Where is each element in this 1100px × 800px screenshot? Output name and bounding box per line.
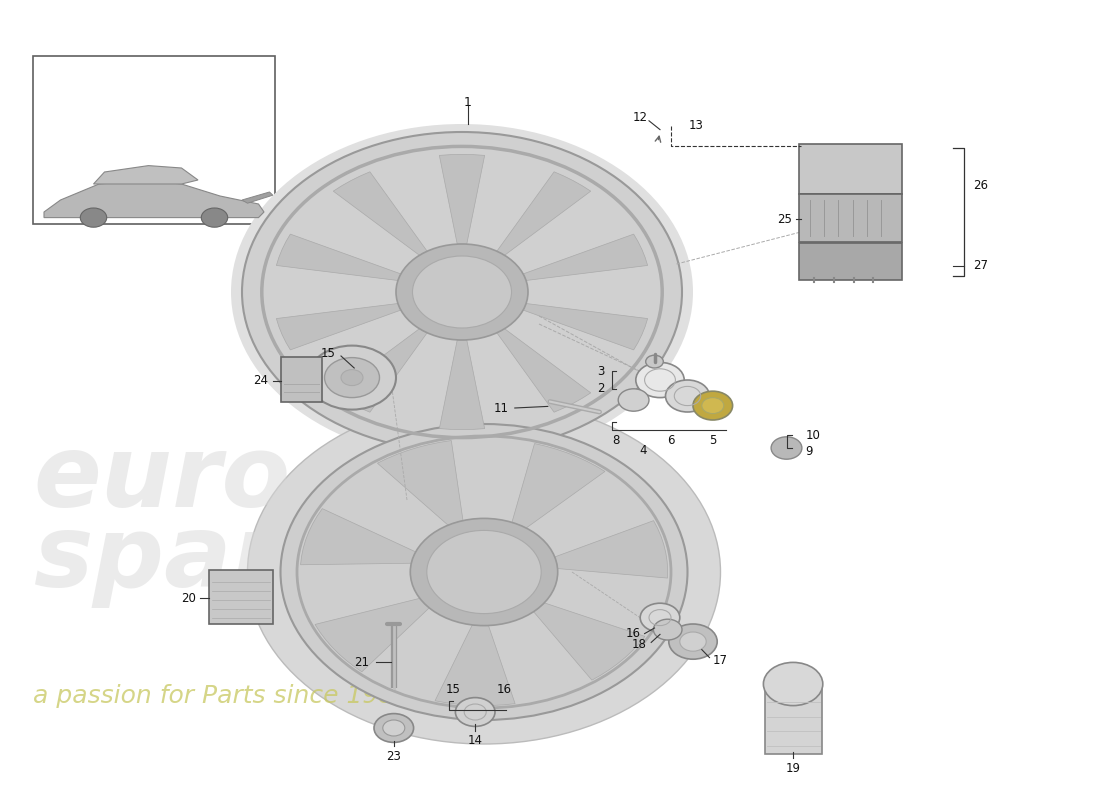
Text: 26: 26 [974, 179, 989, 192]
Polygon shape [524, 234, 648, 281]
Text: 4: 4 [640, 444, 647, 457]
Circle shape [653, 619, 682, 640]
Text: 5: 5 [710, 434, 716, 446]
Polygon shape [44, 180, 264, 218]
Text: euro: euro [33, 431, 290, 529]
Text: 15: 15 [446, 683, 461, 696]
Text: 25: 25 [777, 213, 792, 226]
Circle shape [636, 362, 684, 398]
Text: 23: 23 [386, 750, 402, 762]
Text: 8: 8 [613, 434, 619, 446]
Circle shape [412, 256, 512, 328]
Polygon shape [439, 154, 485, 244]
Polygon shape [434, 625, 515, 706]
Circle shape [383, 720, 405, 736]
Circle shape [324, 358, 380, 398]
Polygon shape [534, 603, 645, 680]
Text: 15: 15 [320, 347, 336, 360]
Text: 20: 20 [180, 592, 196, 605]
Text: 17: 17 [713, 654, 728, 666]
Circle shape [427, 530, 541, 614]
Text: 14: 14 [468, 734, 483, 747]
Polygon shape [377, 441, 463, 525]
Text: 27: 27 [974, 259, 989, 272]
Polygon shape [276, 303, 400, 350]
Text: 6: 6 [668, 434, 674, 446]
Circle shape [201, 208, 228, 227]
Text: 21: 21 [354, 656, 370, 669]
Bar [764, 686, 822, 754]
Text: 16: 16 [625, 627, 640, 640]
Bar [209, 570, 273, 624]
Polygon shape [333, 172, 427, 255]
Circle shape [410, 518, 558, 626]
Circle shape [693, 391, 733, 420]
Polygon shape [554, 521, 668, 578]
Polygon shape [524, 303, 648, 350]
Circle shape [308, 346, 396, 410]
Polygon shape [333, 329, 427, 412]
Polygon shape [276, 234, 400, 281]
Circle shape [763, 662, 823, 706]
Text: 19: 19 [785, 762, 801, 774]
Polygon shape [497, 329, 591, 412]
FancyBboxPatch shape [799, 144, 902, 194]
Text: 1: 1 [463, 96, 472, 109]
Circle shape [618, 389, 649, 411]
Circle shape [646, 355, 663, 368]
Polygon shape [512, 443, 605, 528]
Text: 2: 2 [597, 382, 605, 395]
Text: 9: 9 [805, 445, 813, 458]
Circle shape [455, 698, 495, 726]
Circle shape [396, 244, 528, 340]
Text: 16: 16 [496, 683, 512, 696]
Text: a passion for Parts since 1985: a passion for Parts since 1985 [33, 684, 410, 708]
Circle shape [341, 370, 363, 386]
Text: 13: 13 [689, 119, 704, 132]
Text: 3: 3 [597, 365, 605, 378]
Polygon shape [315, 598, 429, 672]
Text: 12: 12 [632, 111, 648, 124]
FancyBboxPatch shape [799, 194, 902, 242]
Bar [33, 56, 275, 224]
Circle shape [680, 632, 706, 651]
Circle shape [280, 424, 688, 720]
Circle shape [242, 132, 682, 452]
Polygon shape [439, 340, 485, 430]
Polygon shape [94, 166, 198, 184]
Circle shape [231, 124, 693, 460]
Circle shape [669, 624, 717, 659]
Text: 18: 18 [631, 638, 647, 650]
Polygon shape [497, 172, 591, 255]
Circle shape [702, 398, 724, 414]
Text: 11: 11 [493, 402, 508, 414]
Circle shape [771, 437, 802, 459]
Text: 24: 24 [253, 374, 268, 387]
Circle shape [374, 714, 414, 742]
Circle shape [666, 380, 710, 412]
FancyBboxPatch shape [799, 243, 902, 280]
Text: spares: spares [33, 511, 408, 609]
Polygon shape [300, 509, 416, 565]
Circle shape [80, 208, 107, 227]
Polygon shape [242, 192, 273, 203]
Circle shape [640, 603, 680, 632]
Bar [280, 357, 322, 402]
Text: 10: 10 [805, 429, 821, 442]
Circle shape [248, 400, 720, 744]
